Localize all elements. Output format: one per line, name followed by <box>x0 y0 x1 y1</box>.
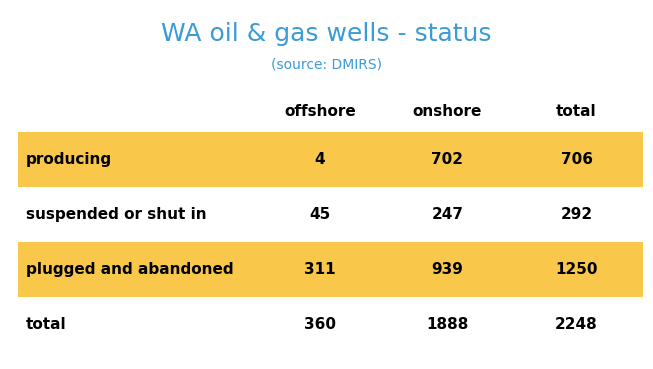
Text: 1250: 1250 <box>555 262 597 277</box>
Text: total: total <box>26 317 67 332</box>
Bar <box>18 242 643 297</box>
Text: total: total <box>556 104 597 119</box>
Text: 2248: 2248 <box>555 317 598 332</box>
Text: 247: 247 <box>432 207 464 222</box>
Text: 706: 706 <box>560 152 592 167</box>
Text: 360: 360 <box>304 317 336 332</box>
Text: plugged and abandoned: plugged and abandoned <box>26 262 234 277</box>
Text: 311: 311 <box>304 262 336 277</box>
Text: 702: 702 <box>432 152 464 167</box>
Text: 292: 292 <box>560 207 592 222</box>
Text: 4: 4 <box>315 152 325 167</box>
Text: 45: 45 <box>310 207 330 222</box>
Text: suspended or shut in: suspended or shut in <box>26 207 206 222</box>
Text: WA oil & gas wells - status: WA oil & gas wells - status <box>161 22 492 46</box>
Text: 1888: 1888 <box>426 317 469 332</box>
Text: offshore: offshore <box>284 104 356 119</box>
Text: producing: producing <box>26 152 112 167</box>
Text: (source: DMIRS): (source: DMIRS) <box>271 58 382 72</box>
Text: onshore: onshore <box>413 104 482 119</box>
Bar <box>18 132 643 187</box>
Text: 939: 939 <box>432 262 464 277</box>
